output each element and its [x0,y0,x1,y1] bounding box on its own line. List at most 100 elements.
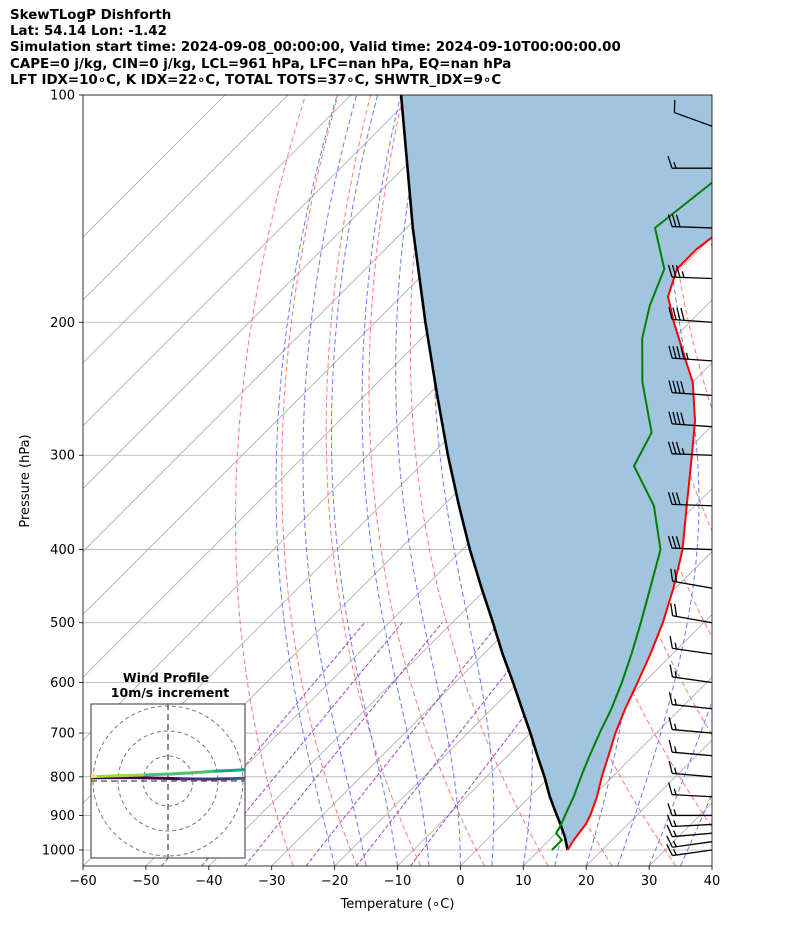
y-tick-label: 300 [50,449,75,464]
barb-half-flag [674,723,677,731]
y-tick-label: 1000 [42,844,75,859]
x-tick-label: −40 [195,874,222,889]
barb-flag [672,307,677,320]
temperature-line [566,236,712,851]
moist-adiabat [617,95,700,866]
barb-flag [666,824,673,837]
barb-shaft [672,751,713,757]
wind-barb [668,307,713,323]
barb-shaft [672,703,713,710]
mixing-ratio-line [244,622,443,866]
wind-barb [669,635,713,655]
barb-shaft [672,547,713,551]
barb-shaft [672,453,713,456]
barb-flag [667,155,673,169]
hodograph-segment [256,770,266,772]
moist-adiabat [361,95,430,866]
dry-adiabat [663,95,712,411]
barb-half-flag [673,788,677,796]
wind-barb [667,803,712,817]
dewpoint-line [551,181,712,851]
barb-flag [668,760,673,774]
barb-shaft [672,225,713,229]
barb-flag [666,814,673,827]
title-location: Lat: 54.14 Lon: -1.42 [10,24,167,40]
barb-half-flag [674,746,677,753]
barb-flag [676,346,681,359]
hodograph-segment [94,774,120,778]
wind-barb [666,835,713,848]
mixing-ratio-line [355,622,547,866]
dry-adiabat [729,95,794,866]
barb-flag [671,535,677,549]
barb-shaft [672,832,713,838]
moist-adiabat [711,864,712,866]
y-tick-label: 800 [50,770,75,785]
cape-cin-shading [401,95,712,850]
barb-flag [671,264,677,278]
moist-adiabat [331,95,398,866]
barb-shaft [672,849,713,857]
barb-flag [670,603,674,616]
barb-shaft [672,647,713,655]
x-tick-label: 10 [515,874,532,889]
wind-barb [666,824,713,838]
mixing-ratio-line [305,622,500,866]
barb-flag [680,346,685,360]
barb-flag [668,717,673,730]
wind-barb [667,535,713,551]
y-tick-label: 600 [50,676,75,691]
y-tick-label: 400 [50,543,75,558]
barb-shaft [672,580,713,589]
wind-barb [668,411,713,428]
hodograph-segment [229,776,245,781]
barb-shaft [672,615,713,624]
y-axis-label: Pressure (hPa) [18,434,33,527]
barb-flag [680,412,685,425]
barb-half-flag [685,352,689,360]
wind-barb [667,155,712,169]
isotherm-line [775,95,794,866]
dry-adiabat [235,95,306,866]
title-indices-2: LFT IDX=10∘C, K IDX=22∘C, TOTAL TOTS=37∘… [10,72,502,88]
barb-flag [668,782,673,795]
hodograph-segment [116,773,145,778]
x-tick-label: 0 [456,874,464,889]
barb-flag [667,214,673,227]
wind-barb [668,782,713,798]
wind-barb [669,664,713,684]
barb-flag [669,664,674,678]
x-tick-label: −50 [132,874,159,889]
wind-profile-inset: Wind Profile 10m/s increment [90,670,266,859]
hodograph-segment [229,768,245,772]
wind-barb [668,760,713,778]
barb-flag [675,536,681,549]
isotherm-line [83,95,540,553]
moist-adiabat [680,793,712,866]
barb-half-flag [673,809,677,816]
barb-flag [671,492,677,505]
wind-barbs [666,99,713,857]
wind-barb [666,814,713,828]
x-axis: −60 −50 −40 −30 −20 −10 0 10 20 30 40 [69,866,720,889]
barb-flag [676,380,681,394]
barb-half-flag [673,820,677,827]
barb-flag [670,568,674,582]
barb-half-flag [673,830,677,837]
barb-flag [675,441,681,455]
barb-flag [671,214,677,227]
wind-barb [668,380,713,397]
barb-flag [674,569,678,583]
barb-half-flag [674,698,677,706]
x-tick-label: 30 [641,874,658,889]
barb-flag [667,492,673,505]
barb-flag [675,492,681,505]
moist-adiabat [275,95,338,866]
barb-flag [669,635,674,649]
x-tick-label: −30 [258,874,285,889]
x-tick-label: 20 [578,874,595,889]
dry-adiabat [409,95,549,866]
y-tick-label: 900 [50,809,75,824]
barb-flag [666,843,673,856]
